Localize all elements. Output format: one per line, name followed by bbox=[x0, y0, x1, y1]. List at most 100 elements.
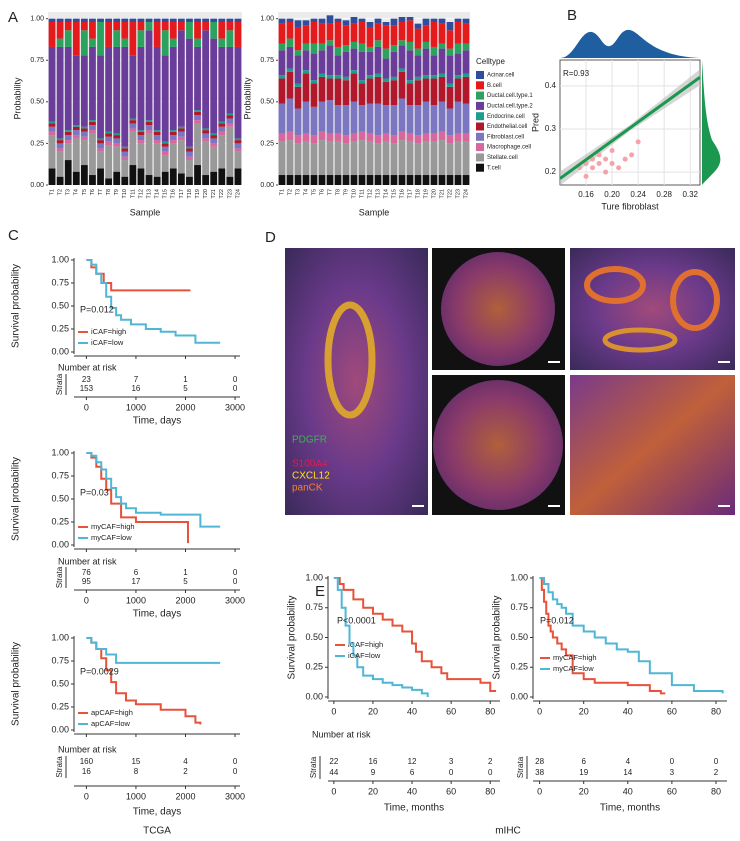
bar-segment bbox=[446, 21, 454, 31]
legend-swatch bbox=[476, 101, 484, 110]
panel-label: E bbox=[315, 583, 325, 600]
legend-label: Endothelial.cell bbox=[487, 124, 527, 130]
bar-segment bbox=[294, 143, 302, 176]
bar-segment bbox=[121, 21, 129, 39]
bar-segment bbox=[121, 18, 129, 22]
bar-segment bbox=[226, 176, 234, 185]
bar-segment bbox=[105, 21, 113, 47]
y-tick-label: 0.00 bbox=[51, 539, 69, 549]
bar-segment bbox=[318, 101, 326, 132]
bar-segment bbox=[48, 126, 56, 132]
bar-segment bbox=[334, 141, 342, 176]
legend-label: Ductal.cell.type.1 bbox=[487, 93, 533, 99]
bar-segment bbox=[161, 141, 169, 144]
bar-segment bbox=[186, 18, 193, 22]
bar-segment bbox=[358, 18, 366, 22]
bar-segment bbox=[218, 131, 226, 136]
bar-segment bbox=[80, 21, 88, 31]
bar-segment bbox=[226, 113, 234, 116]
bar-segment bbox=[121, 176, 129, 185]
x-tick-label: T8 bbox=[335, 189, 341, 195]
bar-segment bbox=[334, 75, 342, 79]
bar-segment bbox=[454, 21, 462, 44]
bar-segment bbox=[48, 121, 56, 124]
bar-segment bbox=[137, 140, 145, 144]
y-tick-label: 0.25 bbox=[51, 701, 69, 711]
x-tick-label: T6 bbox=[319, 189, 325, 195]
risk-count: 0 bbox=[670, 757, 675, 766]
bar-segment bbox=[414, 28, 422, 49]
y-tick-label: 0.75 bbox=[51, 655, 69, 665]
fit-line bbox=[559, 76, 701, 180]
risk-count: 5 bbox=[183, 384, 188, 393]
bar-segment bbox=[374, 143, 382, 176]
bar-segment bbox=[294, 26, 302, 51]
bar-segment bbox=[390, 51, 398, 77]
risk-title: Number at risk bbox=[58, 362, 117, 372]
bar-segment bbox=[72, 126, 80, 131]
y-tick-label: 0.50 bbox=[260, 99, 274, 106]
legend-label: iCAF=low bbox=[348, 651, 381, 660]
bar-segment bbox=[137, 130, 145, 132]
bar-segment bbox=[454, 53, 462, 76]
bar-segment bbox=[145, 121, 153, 126]
bar-segment bbox=[318, 50, 326, 74]
risk-count: 8 bbox=[134, 767, 139, 776]
bar-segment bbox=[48, 18, 56, 22]
bar-segment bbox=[302, 20, 310, 26]
bar-segment bbox=[210, 21, 218, 39]
bar-segment bbox=[430, 133, 438, 142]
bar-segment bbox=[398, 140, 406, 176]
y-tick-label: 0.3 bbox=[545, 124, 557, 133]
bar-segment bbox=[137, 46, 145, 131]
x-tick-label: 1000 bbox=[126, 402, 146, 412]
bar-segment bbox=[310, 83, 318, 107]
bar-segment bbox=[374, 103, 382, 136]
bar-segment bbox=[326, 15, 334, 24]
bar-segment bbox=[226, 21, 234, 31]
bar-segment bbox=[218, 46, 226, 122]
x-tick-label: T23 bbox=[455, 189, 461, 198]
x-tick-label: 3000 bbox=[225, 791, 245, 801]
bar-segment bbox=[194, 46, 201, 111]
x-tick-label: T15 bbox=[163, 189, 169, 198]
bar-segment bbox=[89, 125, 96, 131]
x-tick-label: T19 bbox=[195, 189, 201, 198]
y-axis-label: Survival probability bbox=[492, 596, 503, 680]
x-tick-label: 80 bbox=[485, 786, 495, 796]
bar-segment bbox=[422, 101, 430, 134]
y-tick-label: 0.25 bbox=[510, 662, 528, 672]
y-tick-label: 0.50 bbox=[510, 632, 528, 642]
legend-swatch bbox=[476, 122, 484, 131]
bar-segment bbox=[390, 25, 398, 46]
risk-count: 76 bbox=[82, 568, 91, 577]
bar-segment bbox=[145, 30, 153, 121]
x-tick-label: 40 bbox=[623, 786, 633, 796]
bar-segment bbox=[89, 38, 96, 47]
y-tick-label: 1.00 bbox=[510, 572, 528, 582]
bar-segment bbox=[422, 25, 430, 42]
x-tick-label: T14 bbox=[383, 189, 389, 198]
bar-segment bbox=[294, 50, 302, 56]
x-tick-label: 2000 bbox=[175, 402, 195, 412]
bar-segment bbox=[382, 105, 390, 134]
legend-label: myCAF=low bbox=[553, 664, 594, 673]
x-tick-label: T2 bbox=[58, 189, 64, 195]
bar-segment bbox=[97, 138, 104, 141]
bar-segment bbox=[210, 171, 218, 185]
x-tick-label: 0.20 bbox=[604, 190, 620, 199]
legend-label: myCAF=high bbox=[553, 653, 597, 662]
bar-segment bbox=[56, 46, 64, 139]
point bbox=[603, 156, 609, 162]
bar-segment bbox=[56, 18, 64, 22]
legend-label: T.cell bbox=[487, 165, 501, 171]
legend-swatch bbox=[476, 71, 484, 79]
y-tick-label: 1.00 bbox=[51, 254, 69, 264]
bar-segment bbox=[153, 21, 161, 47]
x-axis-label: Time, days bbox=[133, 416, 182, 427]
bar-segment bbox=[310, 80, 318, 84]
bar-segment bbox=[89, 21, 96, 39]
bar-segment bbox=[278, 18, 286, 24]
bar-segment bbox=[186, 176, 193, 185]
risk-count: 5 bbox=[183, 577, 188, 586]
